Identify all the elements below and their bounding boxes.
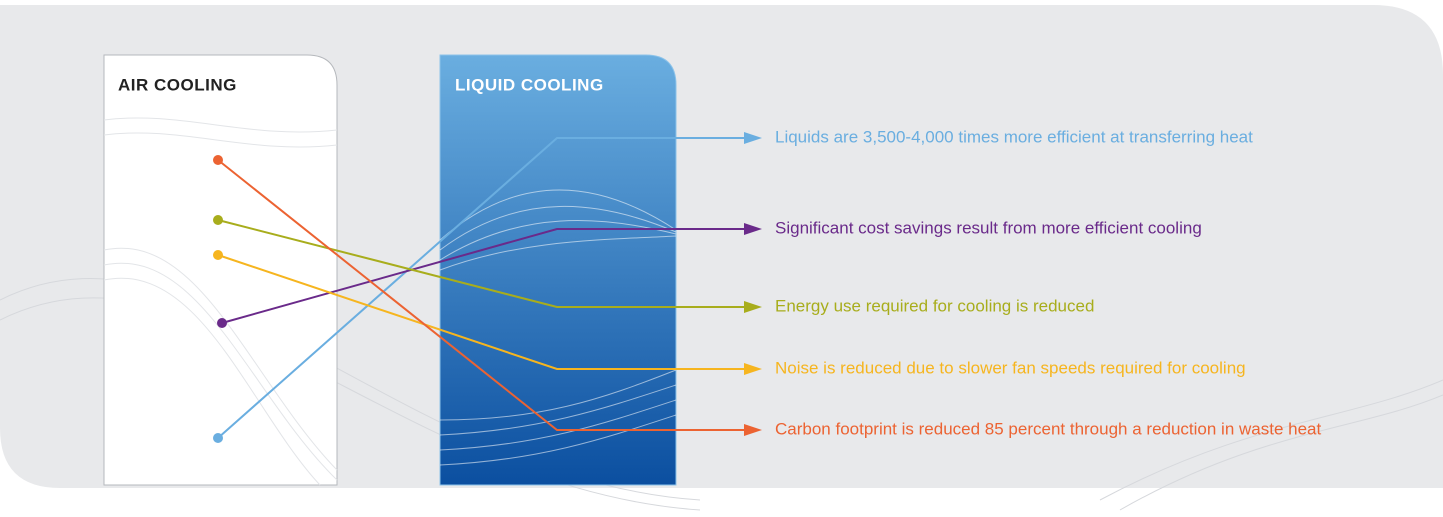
arrow-head <box>744 301 762 313</box>
benefit-text: Energy use required for cooling is reduc… <box>775 296 1094 315</box>
liquid-waves <box>439 189 677 466</box>
connector <box>217 159 748 431</box>
dot <box>213 250 223 260</box>
connector <box>217 137 748 439</box>
benefit-text: Carbon footprint is reduced 85 percent t… <box>775 419 1322 438</box>
air-title: AIR COOLING <box>118 75 237 94</box>
dot <box>213 433 223 443</box>
arrow-head <box>744 363 762 375</box>
arrow-head <box>744 132 762 144</box>
dot <box>213 155 223 165</box>
dot <box>213 215 223 225</box>
air-waves <box>103 117 338 486</box>
arrow-head <box>744 424 762 436</box>
dot <box>217 318 227 328</box>
benefit-text: Noise is reduced due to slower fan speed… <box>775 358 1246 377</box>
liquid-title: LIQUID COOLING <box>455 75 604 94</box>
liquid-panel <box>439 54 677 486</box>
connector <box>221 228 748 324</box>
benefit-text: Significant cost savings result from mor… <box>775 218 1202 237</box>
background <box>0 5 1443 488</box>
arrow-head <box>744 223 762 235</box>
air-panel <box>103 54 338 486</box>
connector <box>217 254 748 370</box>
benefit-text: Liquids are 3,500-4,000 times more effic… <box>775 127 1253 146</box>
